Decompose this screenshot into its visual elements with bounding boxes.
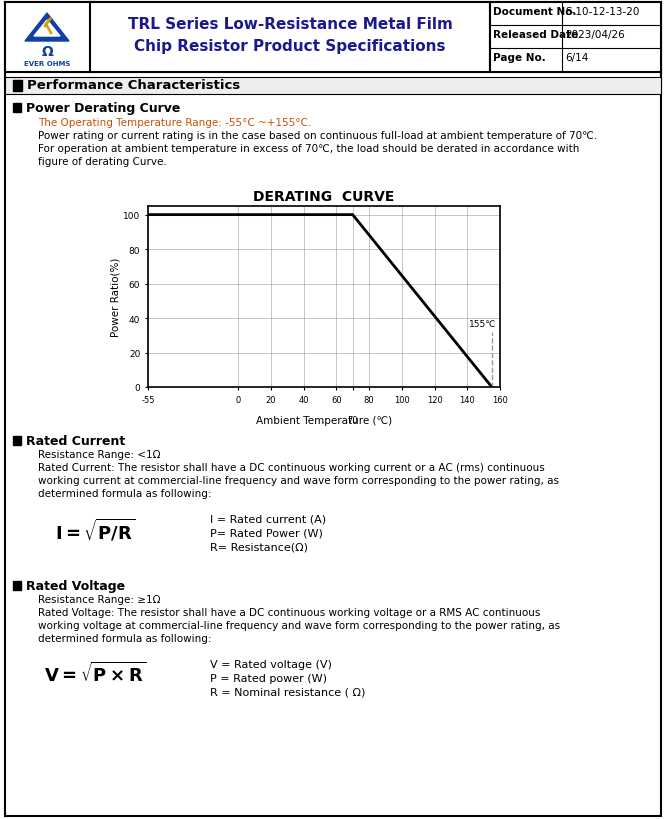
Title: DERATING  CURVE: DERATING CURVE [253, 190, 395, 204]
Text: working current at commercial-line frequency and wave form corresponding to the : working current at commercial-line frequ… [38, 475, 559, 486]
Text: $\mathbf{I = \sqrt{P/R}}$: $\mathbf{I = \sqrt{P/R}}$ [55, 516, 135, 542]
Text: EVER OHMS: EVER OHMS [24, 61, 70, 67]
Text: Released Date: Released Date [493, 30, 578, 40]
Bar [5, 78, 661, 95]
Text: TRL Series Low-Resistance Metal Film: TRL Series Low-Resistance Metal Film [128, 17, 452, 32]
Text: Chip Resistor Product Specifications: Chip Resistor Product Specifications [135, 39, 446, 54]
Text: 70: 70 [348, 415, 358, 424]
Bar [5, 3, 95, 73]
Text: Rated Voltage: Rated Voltage [26, 579, 125, 592]
Text: I = Rated current (A): I = Rated current (A) [210, 514, 326, 524]
X-axis label: Ambient Temperature (℃): Ambient Temperature (℃) [256, 415, 392, 425]
Bar [490, 3, 661, 73]
Text: P = Rated power (W): P = Rated power (W) [210, 673, 327, 683]
Bar [90, 3, 490, 73]
Text: Resistance Range: <1Ω: Resistance Range: <1Ω [38, 450, 161, 459]
Text: figure of derating Curve.: figure of derating Curve. [38, 156, 166, 167]
Text: V = Rated voltage (V): V = Rated voltage (V) [210, 659, 332, 669]
Text: 2023/04/26: 2023/04/26 [565, 30, 625, 40]
Bar [13, 81, 22, 92]
Text: R = Nominal resistance ( Ω): R = Nominal resistance ( Ω) [210, 687, 366, 697]
Text: Ω: Ω [41, 45, 53, 59]
Text: The Operating Temperature Range: -55°C ~+155°C.: The Operating Temperature Range: -55°C ~… [38, 118, 311, 128]
Polygon shape [25, 14, 69, 42]
Text: R= Resistance(Ω): R= Resistance(Ω) [210, 542, 308, 552]
Text: working voltage at commercial-line frequency and wave form corresponding to the : working voltage at commercial-line frequ… [38, 620, 560, 631]
Bar [13, 581, 21, 590]
Text: determined formula as following:: determined formula as following: [38, 488, 212, 499]
Text: Power Derating Curve: Power Derating Curve [26, 102, 180, 115]
Bar [13, 104, 21, 113]
Text: Rated Voltage: The resistor shall have a DC continuous working voltage or a RMS : Rated Voltage: The resistor shall have a… [38, 607, 540, 618]
Text: Rated Current: Rated Current [26, 434, 125, 447]
Text: 155℃: 155℃ [469, 320, 496, 329]
Text: Performance Characteristics: Performance Characteristics [27, 79, 240, 92]
Text: Resistance Range: ≥1Ω: Resistance Range: ≥1Ω [38, 595, 161, 604]
Text: For operation at ambient temperature in excess of 70℃, the load should be derate: For operation at ambient temperature in … [38, 144, 579, 154]
Text: Document No.: Document No. [493, 7, 577, 17]
Text: P= Rated Power (W): P= Rated Power (W) [210, 528, 323, 538]
Text: S-10-12-13-20: S-10-12-13-20 [565, 7, 639, 17]
Text: $\mathbf{V = \sqrt{P \times R}}$: $\mathbf{V = \sqrt{P \times R}}$ [44, 661, 146, 686]
Polygon shape [34, 21, 60, 37]
Text: 6/14: 6/14 [565, 53, 588, 63]
Y-axis label: Power Ratio(%): Power Ratio(%) [111, 257, 121, 337]
Text: determined formula as following:: determined formula as following: [38, 633, 212, 643]
Text: Rated Current: The resistor shall have a DC continuous working current or a AC (: Rated Current: The resistor shall have a… [38, 463, 545, 473]
Text: Page No.: Page No. [493, 53, 545, 63]
Bar [13, 437, 21, 446]
Text: Power rating or current rating is in the case based on continuous full-load at a: Power rating or current rating is in the… [38, 131, 597, 141]
